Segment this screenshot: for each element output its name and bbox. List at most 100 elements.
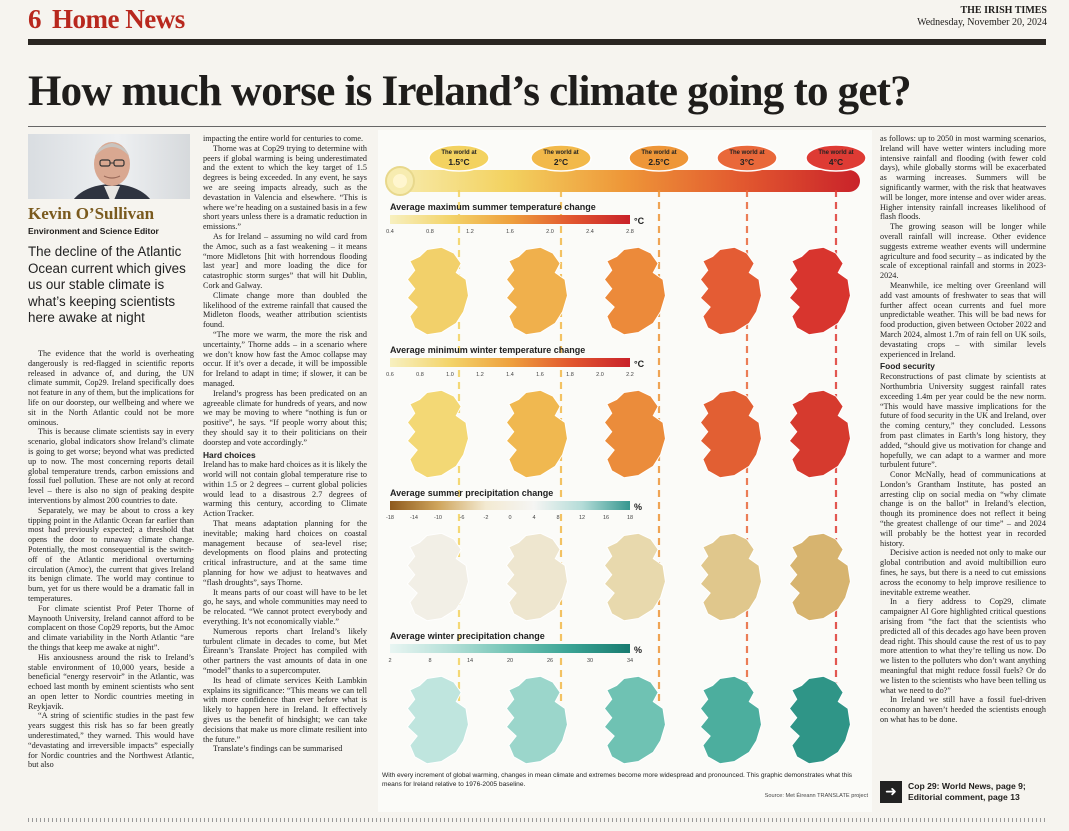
ireland-map [406,246,469,336]
panel-tick-label: 0.8 [426,229,434,235]
paragraph: Thorne was at Cop29 trying to determine … [203,143,367,232]
scenario-prefix: The world at [641,150,676,156]
scenario-label: 3°C [740,157,754,167]
thermometer-bulb-highlight [393,174,407,188]
panel-tick-label: 2.2 [626,372,634,378]
ireland-map [505,389,568,479]
scenario-label: 2°C [554,157,568,167]
panel-tick-label: 34 [627,658,633,664]
panel-tick-label: 2.8 [626,229,634,235]
panel-tick-label: 1.2 [476,372,484,378]
panel-tick-label: 26 [547,658,553,664]
ireland-map [603,246,666,336]
crossref-line-1[interactable]: Cop 29: World News, page 9; [908,781,1026,791]
ireland-map [505,246,568,336]
subheading: Hard choices [203,449,256,460]
paper-date: Wednesday, November 20, 2024 [917,17,1047,28]
article-column-1: The evidence that the world is overheati… [28,349,194,807]
panel-tick-label: 14 [467,658,473,664]
paragraph: Separately, we may be about to cross a k… [28,505,194,603]
scenario-prefix: The world at [729,150,764,156]
ireland-map [699,246,762,336]
panel-tick-label: -14 [410,515,418,521]
scenario-badge [805,144,867,172]
paragraph: Climate change more than doubled the lik… [203,290,367,330]
paragraph: Ireland’s progress has been predicated o… [203,388,367,447]
panel-tick-label: 16 [603,515,609,521]
ireland-map [603,532,666,622]
paragraph: The growing season will be longer while … [880,222,1046,281]
ireland-map [406,389,469,479]
paragraph: Translate’s findings can be summarised [213,744,343,754]
panel-tick-label: 30 [587,658,593,664]
author-name[interactable]: Kevin O’Sullivan [28,204,155,223]
ireland-map [406,675,469,765]
masthead-rule [28,39,1046,45]
panel-tick-label: 2.4 [586,229,594,235]
arrow-right-icon: ➜ [880,781,902,803]
standfirst: The decline of the Atlantic Ocean curren… [28,244,186,325]
paragraph: Its head of climate services Keith Lambk… [203,675,367,744]
panel-tick-label: 8 [556,515,559,521]
paragraph: The evidence that the world is overheati… [28,349,194,427]
panel-tick-label: -2 [484,515,489,521]
ireland-map [788,675,851,765]
graphic-caption-box: With every increment of global warming, … [382,772,853,788]
panel-tick-label: 2.0 [546,229,554,235]
panel-tick-label: 1.8 [566,372,574,378]
panel-title: Average winter precipitation change [390,631,545,641]
scenario-prefix: The world at [818,150,853,156]
panel-color-scale [390,358,630,367]
ireland-map [603,389,666,479]
panel-tick-label: 18 [627,515,633,521]
ireland-map [788,532,851,622]
panel-unit: % [634,645,642,655]
page-number: 6 [28,4,42,34]
cross-reference[interactable]: ➜ Cop 29: World News, page 9; Editorial … [880,777,1046,813]
paragraph: impacting the entire world for centuries… [203,134,364,143]
crossref-line-2[interactable]: Editorial comment, page 13 [908,791,1020,802]
paragraph: Reconstructions of past climate by scien… [880,372,1046,470]
scenario-label: 4°C [829,157,843,167]
paragraph: In a fiery address to Cop29, climate cam… [880,597,1046,695]
bottom-rule [28,818,1046,822]
panel-tick-label: 1.4 [506,372,514,378]
section-title: Home News [52,4,185,34]
scenario-badge [530,144,592,172]
paragraph: His anxiousness around the risk to Irela… [28,652,194,711]
panel-tick-label: 1.6 [506,229,514,235]
paragraph: Meanwhile, ice melting over Greenland wi… [880,280,1046,359]
graphic-source: Source: Met Éireann TRANSLATE project [765,792,869,799]
panel-tick-label: -10 [434,515,442,521]
panel-tick-label: 8 [428,658,431,664]
panel-tick-label: 1.6 [536,372,544,378]
paragraph: It means parts of our coast will have to… [203,587,367,627]
paragraph: “A string of scientific studies in the p… [28,711,194,770]
paragraph: Decisive action is needed not only to ma… [880,548,1046,597]
paper-name: THE IRISH TIMES [960,5,1047,16]
paragraph: This is because climate scientists say i… [28,427,194,505]
scenario-badge [716,144,778,172]
panel-title: Average minimum winter temperature chang… [390,345,585,355]
paragraph: Numerous reports chart Ireland’s likely … [203,626,367,676]
scenario-prefix: The world at [543,150,578,156]
panel-tick-label: 20 [507,658,513,664]
panel-tick-label: 2.0 [596,372,604,378]
panel-tick-label: 0.8 [416,372,424,378]
scenario-label: 2.5°C [648,157,669,167]
ireland-map [406,532,469,622]
scenario-badge [628,144,690,172]
scenario-label: 1.5°C [448,157,469,167]
author-portrait-icon [73,142,151,199]
panel-tick-label: 1.2 [466,229,474,235]
climate-graphic: The world at 1.5°C The world at 2°C The worl… [378,130,872,812]
paragraph: For climate scientist Prof Peter Thorne … [28,603,194,652]
paragraph: “The more we warm, the more the risk and… [203,329,367,388]
graphic-caption: With every increment of global warming, … [382,772,853,788]
ireland-map [699,389,762,479]
article-column-3: as follows: up to 2050 in most warming s… [880,134,1046,762]
ireland-map [699,675,762,765]
ireland-map [788,389,851,479]
panel-tick-label: 0.6 [386,372,394,378]
